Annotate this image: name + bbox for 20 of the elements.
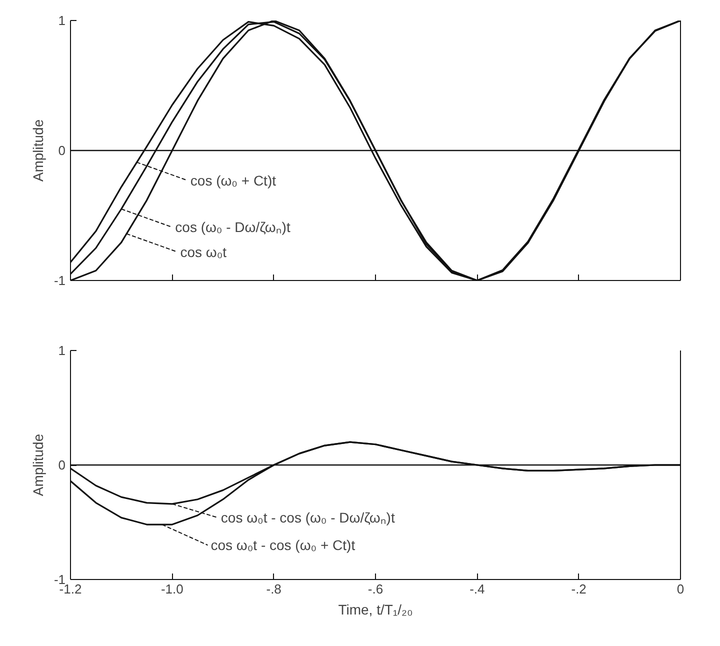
annotation: cos ω₀t - cos (ω₀ + Ct)t	[210, 537, 356, 554]
y-tick-label: 1	[58, 343, 66, 358]
x-tick-label: -1.0	[160, 582, 184, 596]
y-axis-title: Amplitude	[30, 434, 46, 496]
x-tick-label: -.4	[470, 582, 485, 596]
y-tick-label: 0	[58, 458, 66, 472]
x-tick-label: -.2	[571, 582, 586, 596]
annotation: cos (ω₀ - Dω/ζωₙ)t	[175, 219, 290, 236]
y-tick-label: -1	[54, 273, 66, 288]
x-axis-title: Time, t/T₁/₂₀	[338, 602, 413, 618]
annotation: cos (ω₀ + Ct)t	[190, 172, 276, 188]
x-tick-label: -.8	[266, 582, 282, 596]
y-tick-label: 1	[58, 13, 66, 28]
annotation: cos ω₀t - cos (ω₀ - Dω/ζωₙ)t	[220, 510, 395, 526]
annotation: cos ω₀t	[180, 244, 227, 260]
y-axis-title: Amplitude	[30, 119, 46, 182]
y-tick-label: 0	[58, 143, 66, 158]
x-tick-label: 0	[676, 582, 684, 596]
y-tick-label: -1	[54, 572, 66, 587]
x-tick-label: -.6	[368, 582, 384, 596]
